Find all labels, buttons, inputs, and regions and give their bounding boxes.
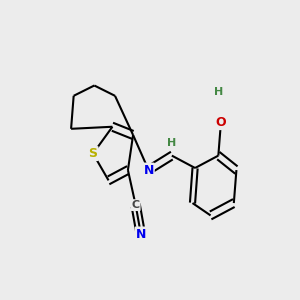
Text: C: C: [132, 200, 140, 210]
Text: H: H: [167, 138, 176, 148]
Text: N: N: [143, 164, 154, 177]
Text: O: O: [216, 116, 226, 129]
Text: N: N: [136, 227, 146, 241]
Text: S: S: [88, 147, 98, 160]
Text: H: H: [214, 87, 223, 97]
